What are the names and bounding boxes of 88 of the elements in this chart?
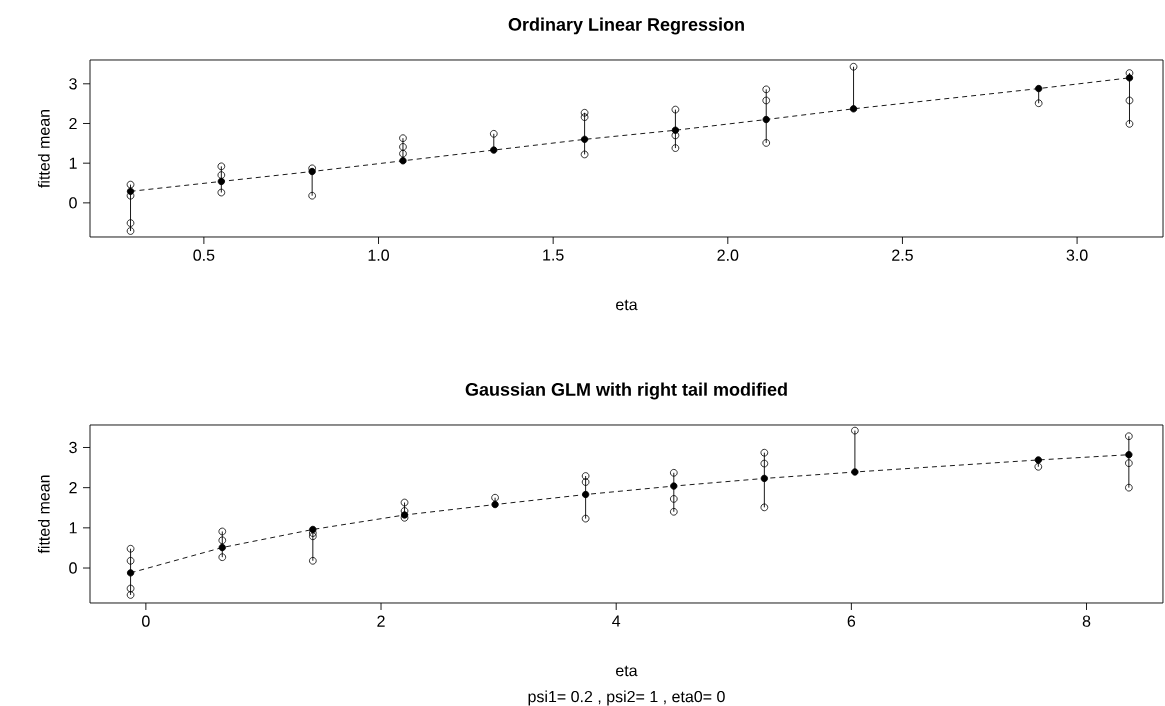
point	[760, 459, 769, 468]
point	[670, 482, 678, 490]
point	[581, 514, 590, 523]
point	[308, 191, 316, 200]
point	[126, 584, 135, 593]
point	[671, 131, 680, 140]
point	[126, 569, 135, 577]
y-tick-label: 1	[69, 522, 77, 534]
x-tick-label: 3.0	[1066, 249, 1088, 261]
point	[762, 96, 771, 105]
point	[399, 143, 407, 151]
point	[491, 500, 499, 509]
y-tick-label: 2	[69, 117, 77, 130]
x-axis-title: eta	[616, 665, 638, 677]
point	[851, 426, 859, 435]
y-tick-label: 0	[69, 562, 77, 574]
point	[309, 529, 317, 537]
point	[1125, 120, 1134, 128]
point	[581, 490, 590, 499]
point	[760, 474, 768, 483]
x-tick-label: 0	[142, 615, 150, 627]
point	[126, 219, 135, 227]
point	[399, 134, 407, 142]
point	[218, 543, 226, 552]
y-tick-label: 3	[69, 441, 77, 454]
point	[126, 591, 135, 599]
chart-title: Ordinary Linear Regression	[508, 17, 744, 35]
point	[1125, 96, 1134, 105]
x-tick-label: 1.0	[368, 249, 390, 261]
point	[489, 130, 498, 138]
point	[217, 188, 226, 197]
point	[762, 85, 771, 94]
point	[580, 113, 589, 121]
point	[399, 149, 407, 158]
point	[218, 536, 227, 545]
point	[1125, 459, 1133, 467]
point	[762, 115, 770, 124]
x-tick-label: 8	[1082, 615, 1091, 627]
point	[581, 478, 590, 486]
x-tick-label: 2.0	[717, 249, 739, 261]
point	[849, 62, 858, 71]
x-tick-label: 2.5	[892, 249, 913, 261]
x-tick-label: 0.5	[193, 249, 215, 261]
point	[400, 498, 409, 507]
point	[1035, 84, 1043, 93]
point	[762, 139, 771, 147]
point	[218, 553, 227, 561]
point	[126, 557, 135, 565]
point	[1125, 483, 1133, 492]
x-tick-label: 4	[612, 615, 621, 627]
y-tick-label: 1	[69, 157, 77, 169]
point	[1034, 99, 1043, 108]
text: psi1= 0.2 , psi2= 1 , eta0= 0	[528, 690, 725, 706]
point	[580, 150, 589, 159]
x-tick-label: 1.5	[543, 249, 564, 261]
point	[671, 144, 680, 152]
point	[218, 527, 227, 536]
point	[760, 503, 769, 512]
chart-title: Gaussian GLM with right tail modified	[465, 382, 787, 400]
point	[849, 105, 858, 113]
point	[309, 532, 317, 541]
point	[126, 227, 135, 235]
point	[1125, 451, 1133, 459]
y-axis-title: fitted mean	[37, 475, 50, 554]
point	[309, 557, 317, 565]
point	[670, 495, 678, 503]
point	[400, 507, 409, 515]
y-tick-label: 3	[69, 78, 77, 90]
point	[580, 135, 589, 144]
point	[670, 469, 678, 477]
x-tick-label: 2	[377, 615, 385, 627]
point	[671, 105, 680, 114]
point	[760, 448, 769, 457]
point	[670, 507, 678, 516]
point	[1125, 432, 1133, 441]
y-axis-title: fitted mean	[37, 109, 50, 188]
point	[581, 472, 590, 480]
point	[126, 544, 135, 553]
y-tick-label: 2	[69, 482, 77, 494]
point	[217, 177, 225, 186]
point	[217, 171, 226, 179]
x-axis-title: eta	[616, 299, 638, 311]
point	[580, 108, 589, 117]
y-tick-label: 0	[69, 197, 77, 209]
point	[1034, 462, 1043, 471]
point	[491, 493, 499, 502]
point	[217, 162, 226, 171]
x-tick-label: 6	[847, 615, 856, 627]
